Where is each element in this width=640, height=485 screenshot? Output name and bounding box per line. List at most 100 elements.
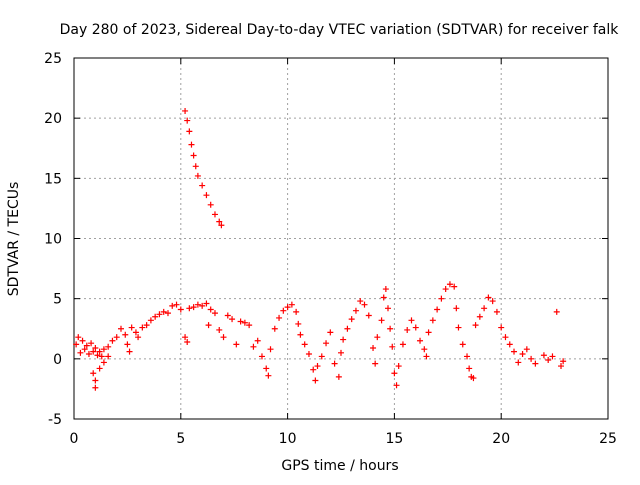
data-point [96, 348, 103, 355]
data-point [194, 301, 201, 308]
x-tick-label: 10 [279, 431, 297, 447]
data-point [122, 331, 129, 338]
data-point [493, 308, 500, 315]
data-point [466, 365, 473, 372]
x-axis-label: GPS time / hours [281, 458, 398, 474]
x-tick-label: 20 [492, 431, 510, 447]
data-point [152, 313, 159, 320]
data-point [532, 360, 539, 367]
data-point [241, 319, 248, 326]
data-point [203, 192, 210, 199]
data-point [344, 325, 351, 332]
data-point [126, 348, 133, 355]
data-point [511, 348, 518, 355]
data-point [92, 377, 99, 384]
y-tick-label: 15 [44, 171, 62, 187]
x-tick-label: 5 [176, 431, 185, 447]
data-point [81, 346, 88, 353]
data-point [523, 346, 530, 353]
data-point [207, 201, 214, 208]
y-tick-label: 25 [44, 51, 62, 67]
data-point [327, 329, 334, 336]
data-point [182, 107, 189, 114]
data-point [271, 325, 278, 332]
data-point [408, 317, 415, 324]
data-point [472, 322, 479, 329]
data-point [186, 128, 193, 135]
data-point [128, 324, 135, 331]
data-point [446, 281, 453, 288]
data-point [442, 286, 449, 293]
data-point [382, 286, 389, 293]
data-point [100, 346, 107, 353]
data-point [288, 301, 295, 308]
data-point [233, 341, 240, 348]
data-point [96, 365, 103, 372]
data-point [220, 334, 227, 341]
data-point [199, 182, 206, 189]
data-point [105, 343, 112, 350]
data-point [540, 352, 547, 359]
y-tick-label: 20 [44, 111, 62, 127]
data-point [519, 351, 526, 358]
data-point [105, 353, 112, 360]
data-point [194, 172, 201, 179]
data-point [301, 341, 308, 348]
data-point [323, 340, 330, 347]
data-point [205, 322, 212, 329]
data-point [476, 313, 483, 320]
data-point [211, 310, 218, 317]
data-point [453, 305, 460, 312]
data-point [365, 312, 372, 319]
data-point [124, 341, 131, 348]
data-point [169, 302, 176, 309]
data-point [395, 363, 402, 370]
data-point [305, 351, 312, 358]
tick-layer: 0 5 10 15 20 25 -5 0 5 10 15 20 25 [44, 51, 617, 447]
data-point [77, 349, 84, 356]
data-point [117, 325, 124, 332]
data-point [79, 337, 86, 344]
data-point [267, 346, 274, 353]
y-tick-label: 10 [44, 232, 62, 248]
data-point [192, 163, 199, 170]
data-point [263, 365, 270, 372]
data-point [425, 329, 432, 336]
data-point [384, 305, 391, 312]
data-point [423, 353, 430, 360]
data-point [276, 314, 283, 321]
data-point [380, 294, 387, 301]
data-point [412, 324, 419, 331]
data-point [224, 312, 231, 319]
data-point [528, 355, 535, 362]
data-point [190, 152, 197, 159]
data-point [560, 358, 567, 365]
data-point [182, 334, 189, 341]
data-point [389, 343, 396, 350]
y-tick-label: 0 [53, 352, 62, 368]
data-point [295, 320, 302, 327]
data-point [387, 325, 394, 332]
data-point [455, 324, 462, 331]
chart-title: Day 280 of 2023, Sidereal Day-to-day VTE… [60, 22, 620, 38]
data-point [156, 311, 163, 318]
data-point [429, 317, 436, 324]
data-point [88, 340, 95, 347]
data-point [361, 301, 368, 308]
data-point [199, 302, 206, 309]
data-point [184, 338, 191, 345]
data-point [83, 342, 90, 349]
data-point [258, 353, 265, 360]
data-point [216, 218, 223, 225]
data-point [438, 295, 445, 302]
data-point [254, 337, 261, 344]
data-point [421, 346, 428, 353]
data-point [207, 306, 214, 313]
data-point [370, 345, 377, 352]
data-point [357, 298, 364, 305]
data-point [348, 316, 355, 323]
data-point [184, 117, 191, 124]
data-point [515, 359, 522, 366]
